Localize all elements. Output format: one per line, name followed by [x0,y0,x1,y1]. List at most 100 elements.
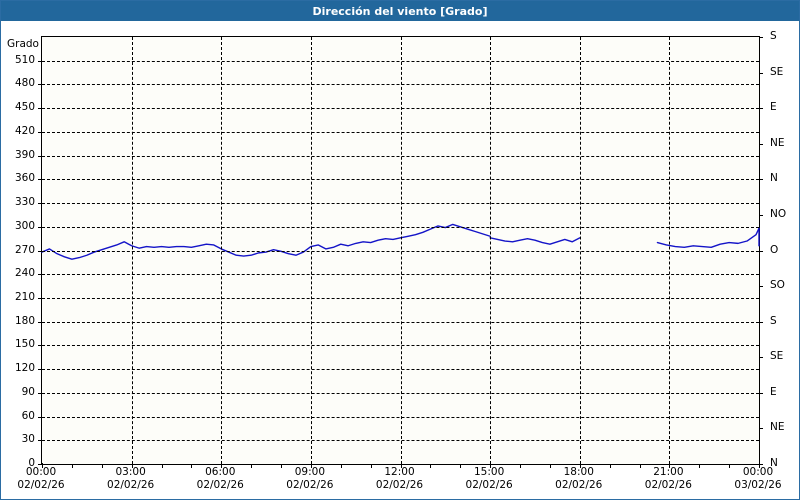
x-axis-labels: 00:00 02/02/26 03:00 02/02/26 06:00 02/02/26 0… [1,466,799,500]
x-axis-label: 00:00 03/02/26 [718,466,798,492]
y-axis-left-labels: 0 30 60 90 120 150 180 210 240 270 300 330 360 390 420… [1,36,37,468]
grid-line-vertical [310,37,312,464]
y-axis-label: 480 [14,77,35,90]
x-tick-major [669,463,671,468]
y-axis-label: 150 [14,338,35,351]
y-tick-left [38,297,42,299]
x-label-time: 12:00 [384,466,415,478]
grid-line-vertical [221,37,223,464]
x-tick-minor [430,464,432,468]
compass-label: E [770,101,777,114]
y-axis-label: 60 [21,409,35,422]
x-tick-minor [609,464,611,468]
x-label-time: 09:00 [294,466,325,478]
compass-label: SE [770,350,784,363]
compass-label: NE [770,136,785,149]
x-tick-minor [729,464,731,468]
y-tick-right [759,464,763,465]
x-axis-label: 21:00 02/02/26 [628,466,708,492]
y-axis-right-labels: N NE E SE S SO O NO N NE E SE S [763,31,799,469]
grid-line-vertical [669,37,671,464]
series-polyline [489,237,581,245]
y-axis-label: 180 [14,314,35,327]
x-tick-major [759,463,760,468]
y-axis-label: 330 [14,196,35,209]
x-tick-minor [281,464,282,468]
y-tick-left [38,440,42,442]
x-label-date: 02/02/26 [644,479,692,491]
y-tick-left [38,464,42,465]
compass-label: NO [770,207,787,220]
x-tick-major [400,463,402,468]
plot-area [38,36,763,468]
y-tick-right [759,37,763,38]
y-axis-label: 210 [14,290,35,303]
y-tick-left [38,250,42,252]
x-tick-major [579,463,581,468]
x-label-time: 00:00 [742,466,774,478]
x-tick-minor [251,464,253,468]
y-tick-left [38,203,42,205]
x-tick-minor [520,464,521,468]
grid-line-vertical [490,37,492,464]
x-tick-major [131,463,133,468]
x-axis-label: 18:00 02/02/26 [539,466,619,492]
compass-label: N [770,457,778,469]
compass-label: SE [770,65,784,78]
y-tick-right [759,143,763,145]
y-tick-left [38,321,42,323]
x-tick-minor [161,464,163,468]
y-axis-label: 0 [28,457,35,469]
y-axis-label: 90 [21,385,35,398]
x-label-time: 06:00 [205,466,236,478]
y-tick-left [38,416,42,418]
y-tick-left [38,369,42,371]
y-axis-label: 300 [14,219,35,232]
y-tick-left [38,155,42,157]
x-label-date: 02/02/26 [196,479,244,491]
y-axis-label: 420 [14,124,35,137]
x-label-date: 02/02/26 [375,479,424,491]
x-axis-label: 00:00 02/02/26 [1,466,81,492]
x-tick-minor [549,464,551,468]
x-tick-minor [460,464,462,468]
y-tick-left [38,84,42,86]
y-axis-label: 270 [14,243,35,256]
x-tick-minor [699,464,701,468]
x-label-date: 02/02/26 [555,479,603,491]
y-tick-right [759,179,763,181]
x-tick-minor [370,464,372,468]
x-label-date: 02/02/26 [465,479,513,491]
x-tick-minor [101,464,103,468]
y-tick-right [759,357,763,359]
y-tick-left [38,274,42,276]
x-axis-label: 06:00 02/02/26 [180,466,260,492]
x-axis-label: 15:00 02/02/26 [449,466,529,492]
y-tick-right [759,214,763,216]
x-label-time: 03:00 [115,466,146,478]
y-tick-left [38,392,42,394]
y-tick-left [38,108,42,110]
grid-line-vertical [400,37,402,464]
x-label-date: 02/02/26 [286,479,334,491]
y-tick-left [38,60,42,62]
y-axis-label: 360 [14,172,35,185]
window-titlebar: Dirección del viento [Grado] [1,1,799,21]
y-tick-right [759,108,763,110]
compass-label: S [770,30,777,42]
grid-line-vertical [131,37,133,464]
series-polyline [656,227,760,249]
y-tick-right [759,428,763,430]
y-tick-right [759,72,763,74]
compass-label: NE [770,421,785,434]
x-axis-label: 09:00 02/02/26 [270,466,350,492]
compass-label: SO [770,279,785,292]
x-label-time: 15:00 [473,466,505,478]
x-label-time: 00:00 [25,466,57,478]
grid-line-vertical [579,37,581,464]
x-tick-minor [191,464,193,468]
y-tick-left [38,226,42,228]
y-tick-left [38,131,42,133]
y-axis-label: 240 [14,267,35,280]
